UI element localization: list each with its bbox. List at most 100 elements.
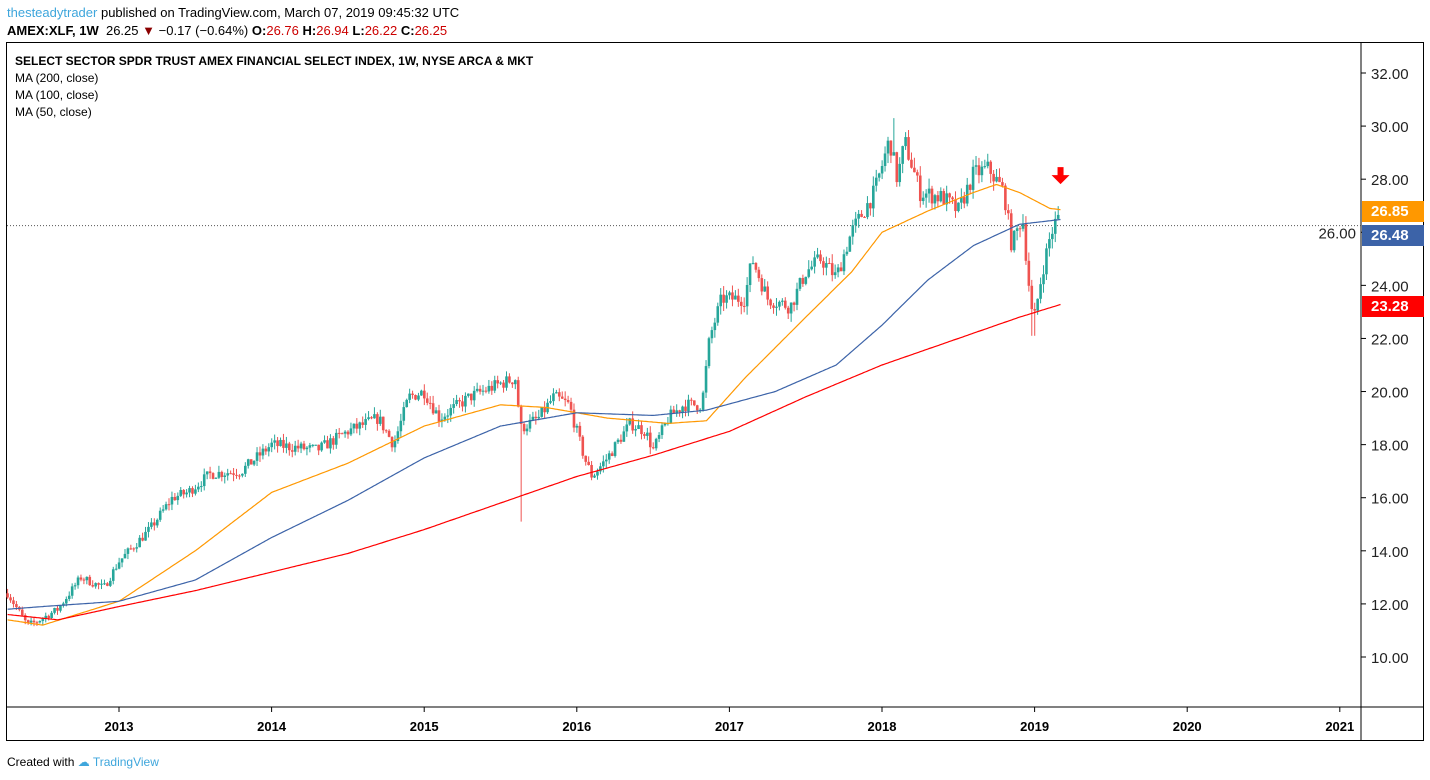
candle-body	[293, 445, 297, 452]
candle-body	[578, 425, 582, 437]
candle-body	[109, 580, 112, 586]
candle-body	[1007, 210, 1010, 214]
candle-body	[472, 390, 476, 401]
candle-body	[783, 300, 787, 308]
candle-body	[431, 403, 435, 414]
candle-body	[1042, 274, 1045, 285]
legend-ma200[interactable]: MA (200, close)	[15, 71, 99, 85]
candle-body	[393, 440, 397, 448]
candle-body	[252, 460, 256, 465]
candle-body	[913, 167, 916, 173]
candle-body	[537, 416, 541, 419]
candle-body	[117, 562, 121, 569]
candle-body	[417, 395, 420, 400]
tradingview-link[interactable]: TradingView	[92, 755, 159, 769]
candle-body	[384, 430, 388, 432]
candle-body	[469, 393, 473, 401]
y-tick-label: 24.00	[1371, 278, 1409, 295]
candle-body	[728, 292, 731, 296]
candle-body	[226, 473, 229, 476]
candle-body	[6, 593, 9, 598]
candle-body	[191, 488, 194, 494]
candle-body	[41, 618, 45, 621]
candle-body	[123, 553, 127, 559]
candle-body	[775, 306, 778, 308]
candle-body	[346, 431, 350, 435]
candle-body	[1056, 214, 1060, 219]
candle-body	[540, 407, 544, 417]
candle-body	[713, 322, 717, 331]
candle-body	[261, 448, 265, 456]
y-tick-label: 26.00	[1318, 225, 1356, 242]
candle-body	[534, 416, 538, 419]
candle-body	[707, 338, 711, 367]
candle-body	[863, 216, 866, 218]
candle-body	[493, 380, 497, 391]
legend-ma50[interactable]: MA (50, close)	[15, 105, 92, 119]
candle-body	[94, 583, 97, 587]
candle-body	[628, 418, 632, 425]
candle-body	[290, 450, 294, 452]
candle-body	[396, 431, 400, 441]
candle-body	[179, 490, 183, 496]
candle-body	[273, 440, 276, 443]
candle-body	[690, 399, 693, 401]
candle-body	[326, 440, 329, 449]
candle-body	[235, 474, 238, 476]
candle-body	[1045, 248, 1048, 275]
candle-body	[100, 583, 103, 585]
candle-body	[543, 407, 546, 413]
candle-body	[769, 299, 772, 306]
candle-body	[425, 398, 429, 403]
candle-body	[370, 417, 373, 419]
candle-body	[602, 461, 605, 467]
candle-body	[220, 471, 224, 478]
candle-body	[434, 410, 438, 414]
candle-body	[552, 393, 555, 402]
candle-body	[334, 432, 338, 445]
candle-body	[120, 558, 124, 563]
candle-body	[754, 262, 758, 270]
candle-body	[308, 445, 312, 448]
candle-body	[317, 444, 320, 451]
candle-body	[566, 400, 570, 402]
candle-body	[625, 424, 629, 432]
candle-body	[590, 464, 593, 478]
candle-body	[895, 152, 899, 183]
candle-body	[575, 425, 579, 428]
x-tick-label: 2015	[410, 719, 439, 734]
candle-body	[798, 278, 802, 289]
symbol: AMEX:XLF, 1W	[7, 23, 99, 38]
candle-body	[622, 431, 626, 442]
candle-body	[467, 393, 470, 396]
candle-body	[848, 236, 852, 252]
author-link[interactable]: thesteadytrader	[7, 5, 98, 20]
candle-body	[405, 399, 409, 408]
candle-body	[584, 455, 588, 462]
candle-body	[244, 465, 247, 474]
candle-body	[637, 425, 640, 430]
candle-body	[631, 418, 634, 431]
candle-body	[860, 213, 863, 217]
candle-body	[883, 153, 887, 167]
candle-body	[249, 459, 253, 465]
candle-body	[238, 475, 241, 477]
candle-body	[663, 423, 667, 426]
candle-body	[355, 423, 359, 429]
candle-body	[47, 615, 50, 619]
candle-body	[358, 422, 362, 429]
candle-body	[748, 263, 752, 286]
candle-body	[332, 438, 335, 445]
candle-body	[766, 286, 769, 300]
candle-body	[428, 402, 432, 404]
candle-body	[581, 436, 585, 456]
y-tick-label: 28.00	[1371, 172, 1409, 189]
candle-body	[76, 577, 80, 586]
candle-body	[528, 419, 532, 429]
candle-body	[208, 471, 212, 474]
candle-body	[866, 203, 869, 218]
candle-body	[408, 393, 411, 400]
candle-body	[737, 295, 740, 302]
legend-ma100[interactable]: MA (100, close)	[15, 88, 99, 102]
